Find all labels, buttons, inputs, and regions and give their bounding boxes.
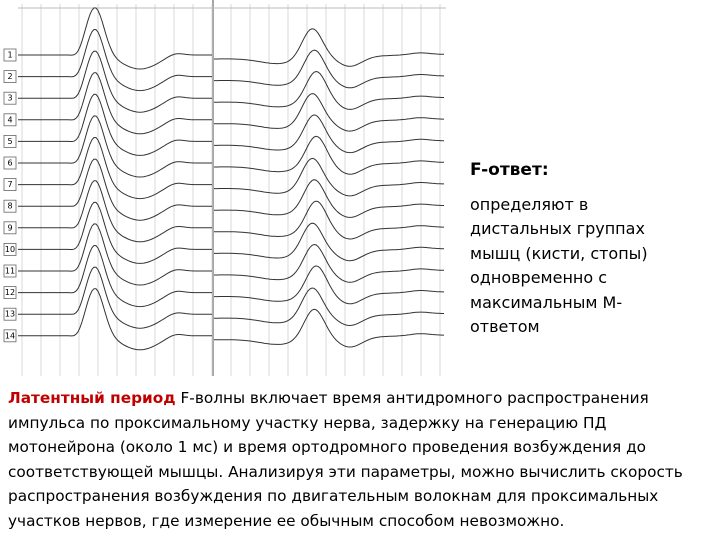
trace-label-box	[3, 113, 17, 127]
aside-line: ответом	[470, 317, 540, 336]
trace-label-box	[3, 329, 17, 343]
trace-label: 4	[7, 115, 12, 124]
trace-label: 10	[5, 245, 15, 254]
trace-label: 5	[7, 137, 12, 146]
aside-line: дистальных группах	[470, 219, 645, 238]
trace-left	[18, 136, 212, 200]
aside-line: мышц (кисти, стопы)	[470, 243, 648, 263]
aside-line: максимальным М-	[470, 292, 623, 312]
trace-label-box	[3, 91, 17, 105]
trace-left	[18, 223, 212, 286]
aside: F-ответ: определяют в дистальных группах м…	[470, 158, 648, 340]
trace-left	[18, 7, 212, 70]
trace-label: 9	[7, 223, 12, 232]
line-text: F-волны включает время антидромного расп…	[180, 389, 649, 407]
trace-label: 6	[7, 159, 12, 168]
trace-right	[214, 308, 444, 348]
trace-left	[18, 93, 212, 156]
trace-label-box	[3, 264, 17, 278]
trace-right	[214, 49, 444, 89]
trace-left	[18, 28, 212, 92]
trace-right	[214, 243, 444, 283]
trace-label-box	[3, 48, 17, 62]
paragraph-line: мотонейрона (около 1 мс) и время ортодро…	[8, 435, 718, 460]
trace-label-box	[3, 221, 17, 235]
trace-left	[18, 180, 212, 243]
trace-label: 2	[7, 72, 12, 81]
trace-label: 11	[5, 267, 15, 276]
trace-right	[214, 114, 444, 154]
trace-label-box	[3, 70, 17, 83]
trace-right	[214, 28, 444, 67]
paragraph-line: распространения возбуждения по двигатель…	[8, 484, 718, 509]
trace-left	[18, 288, 212, 351]
trace-label: 7	[7, 180, 12, 189]
line-text: участков нервов, где измерение ее обычны…	[8, 511, 565, 530]
trace-label: 1	[7, 51, 12, 60]
trace-label-box	[3, 156, 17, 170]
trace-right	[214, 70, 444, 110]
trace-label: 8	[7, 202, 12, 211]
aside-title: F-ответ:	[470, 160, 549, 180]
trace-right	[214, 287, 444, 327]
paragraph: Латентный период F-волны включает время …	[8, 386, 718, 534]
line-text: мотонейрона (около 1 мс) и время ортодро…	[8, 438, 647, 457]
trace-right	[214, 222, 444, 262]
trace-left	[18, 115, 212, 178]
trace-left	[18, 158, 212, 221]
trace-label: 3	[7, 94, 12, 103]
aside-line: определяют в	[470, 194, 589, 214]
trace-right	[214, 200, 444, 240]
trace-label: 14	[5, 331, 15, 340]
trace-right	[214, 135, 444, 175]
paragraph-line: участков нервов, где измерение ее обычны…	[8, 509, 718, 534]
trace-label-box	[3, 134, 17, 148]
aside-line: одновременно с	[470, 268, 608, 287]
trace-label-box	[3, 286, 17, 300]
trace-left	[18, 72, 212, 135]
trace-right	[214, 179, 444, 218]
paragraph-line: импульса по проксимальному участку нерва…	[8, 411, 718, 436]
trace-label-box	[3, 199, 17, 213]
trace-label-box	[3, 178, 17, 192]
trace-label: 13	[5, 310, 15, 319]
trace-left	[18, 244, 212, 308]
trace-label-box	[3, 242, 17, 256]
line-text: соответствующей мышцы. Анализируя эти па…	[8, 462, 683, 481]
lead-term: Латентный период	[8, 389, 176, 407]
paragraph-line: Латентный период F-волны включает время …	[8, 386, 718, 411]
trace-right	[214, 157, 444, 197]
trace-left	[18, 201, 212, 264]
trace-right	[214, 93, 444, 132]
trace-right	[214, 265, 444, 305]
trace-label-box	[3, 307, 17, 321]
line-text: импульса по проксимальному участку нерва…	[8, 413, 607, 432]
paragraph-line: соответствующей мышцы. Анализируя эти па…	[8, 460, 718, 485]
trace-left	[18, 50, 212, 113]
line-text: распространения возбуждения по двигатель…	[8, 487, 659, 506]
trace-label: 12	[5, 288, 15, 297]
trace-left	[18, 266, 212, 329]
